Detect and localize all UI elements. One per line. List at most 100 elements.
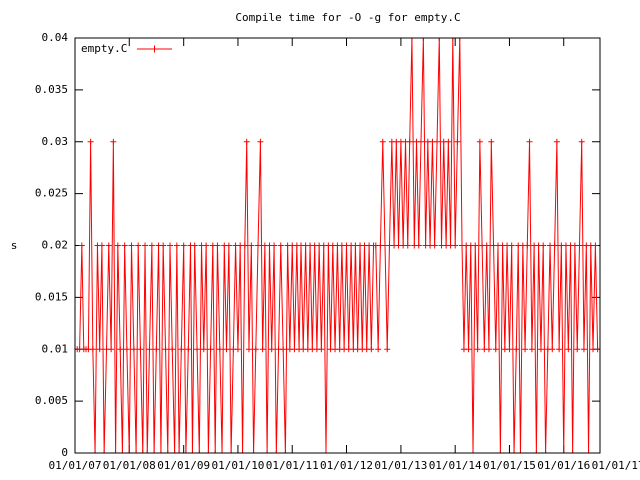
x-tick-label: 01/01/08	[103, 459, 156, 472]
point-marker	[123, 346, 130, 353]
point-marker	[89, 346, 96, 353]
point-marker	[205, 450, 212, 453]
point-marker	[139, 450, 146, 453]
point-marker	[431, 242, 438, 249]
point-marker	[167, 242, 174, 249]
point-marker	[225, 242, 232, 249]
point-marker	[248, 242, 255, 249]
point-marker	[130, 346, 137, 353]
point-marker	[408, 38, 415, 41]
point-marker	[245, 346, 252, 353]
point-marker	[171, 450, 178, 453]
point-marker	[417, 138, 424, 145]
point-marker	[549, 346, 556, 353]
point-marker	[280, 346, 287, 353]
point-marker	[78, 242, 85, 249]
point-marker	[153, 346, 160, 353]
point-marker	[128, 242, 135, 249]
point-marker	[191, 242, 198, 249]
point-marker	[560, 450, 567, 453]
point-marker	[508, 242, 515, 249]
point-marker	[180, 242, 187, 249]
point-marker	[162, 346, 169, 353]
point-marker	[105, 242, 112, 249]
point-marker	[146, 346, 153, 353]
point-marker	[436, 38, 443, 41]
y-tick-label: 0.01	[42, 342, 69, 355]
point-marker	[259, 346, 266, 353]
legend-marker	[151, 45, 158, 53]
point-marker	[368, 346, 375, 353]
y-tick-label: 0.03	[42, 135, 69, 148]
point-marker	[472, 242, 479, 249]
point-marker	[511, 450, 518, 453]
point-marker	[228, 450, 235, 453]
point-marker	[207, 346, 214, 353]
point-marker	[585, 450, 592, 453]
x-tick-label: 01/01/12	[320, 459, 373, 472]
point-marker	[565, 346, 572, 353]
point-marker	[517, 450, 524, 453]
y-tick-label: 0.015	[35, 290, 68, 303]
point-marker	[277, 242, 284, 249]
point-marker	[200, 346, 207, 353]
point-marker	[574, 346, 581, 353]
point-marker	[108, 346, 115, 353]
point-marker	[169, 346, 176, 353]
point-marker	[214, 242, 221, 249]
point-marker	[506, 346, 513, 353]
x-tick-label: 01/01/16	[537, 459, 590, 472]
x-tick-label: 01/01/17	[592, 459, 640, 472]
point-marker	[282, 450, 289, 453]
point-marker	[160, 242, 167, 249]
chart-title: Compile time for -O -g for empty.C	[235, 11, 460, 24]
point-marker	[151, 450, 158, 453]
point-marker	[257, 138, 264, 145]
point-marker	[483, 242, 490, 249]
x-tick-label: 01/01/11	[266, 459, 319, 472]
point-marker	[456, 38, 463, 41]
point-marker	[522, 346, 529, 353]
plot-border	[74, 37, 601, 454]
point-marker	[178, 346, 185, 353]
point-marker	[268, 346, 275, 353]
point-marker	[569, 450, 576, 453]
point-marker	[513, 346, 520, 353]
point-marker	[580, 346, 587, 353]
point-marker	[449, 38, 456, 41]
point-marker	[528, 346, 535, 353]
y-tick-label: 0.035	[35, 83, 68, 96]
point-marker	[239, 450, 246, 453]
x-tick-label: 01/01/13	[374, 459, 427, 472]
x-tick-label: 01/01/09	[157, 459, 210, 472]
y-tick-label: 0.025	[35, 187, 68, 200]
point-marker	[384, 346, 391, 353]
point-marker	[420, 38, 427, 41]
point-marker	[223, 346, 230, 353]
point-marker	[434, 138, 441, 145]
x-tick-label: 01/01/07	[49, 459, 102, 472]
point-marker	[164, 450, 171, 453]
point-marker	[252, 346, 259, 353]
point-marker	[485, 346, 492, 353]
point-marker	[119, 450, 126, 453]
point-marker	[212, 450, 219, 453]
point-marker	[533, 450, 540, 453]
point-marker	[157, 450, 164, 453]
point-marker	[121, 242, 128, 249]
point-marker	[101, 450, 108, 453]
point-marker	[542, 450, 549, 453]
y-tick-label: 0.04	[42, 31, 69, 44]
point-marker	[176, 450, 183, 453]
y-tick-label: 0	[61, 446, 68, 459]
point-marker	[203, 242, 210, 249]
point-marker	[250, 450, 257, 453]
point-marker	[271, 242, 278, 249]
point-marker	[216, 346, 223, 353]
y-axis-label: s	[11, 239, 18, 252]
point-marker	[318, 346, 325, 353]
point-marker	[137, 346, 144, 353]
point-marker	[592, 242, 599, 249]
